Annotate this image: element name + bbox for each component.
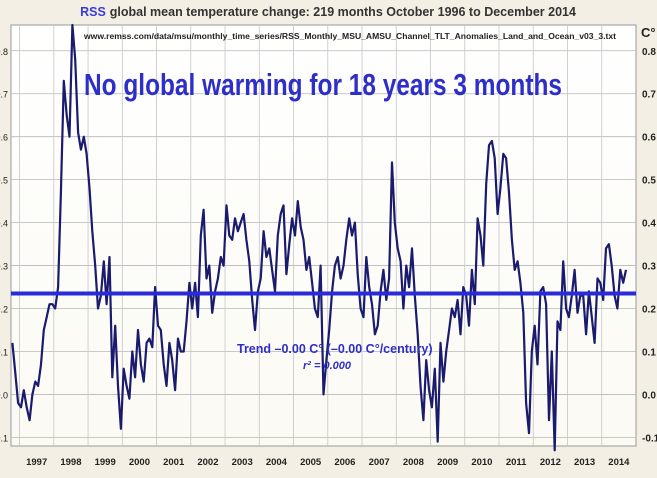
- y-tick-label-left: 0.8: [0, 47, 8, 57]
- trend-label: Trend –0.00 C° (–0.00 C°/century): [237, 342, 433, 356]
- y-tick-label-right: 0.6: [642, 133, 656, 144]
- source-url: www.remss.com/data/msu/monthly_time_seri…: [83, 31, 616, 41]
- series-line: [11, 23, 628, 452]
- y-tick-label-left: -0.1: [0, 433, 8, 443]
- x-tick-label: 2001: [163, 457, 185, 468]
- x-tick-label: 2004: [266, 457, 288, 468]
- x-tick-label: 2003: [232, 457, 253, 468]
- y-tick-label-left: 0.0: [0, 390, 8, 400]
- series-layer: [11, 23, 628, 452]
- y-tick-label-right: 0.8: [642, 47, 656, 58]
- x-tick-label: 2000: [129, 457, 150, 468]
- y-tick-label-left: 0.1: [0, 347, 8, 357]
- x-tick-label: 2012: [540, 457, 561, 468]
- chart-title: RSS global mean temperature change: 219 m…: [80, 5, 576, 19]
- x-tick-label: 2010: [471, 457, 492, 468]
- axis-ticks: -0.1 -0.1 0.0 0.0 0.1 0.1 0.2 0.2 0.3 0.3 0.4 0.4 0.…: [0, 47, 657, 468]
- y-tick-label-right: -0.1: [642, 433, 657, 444]
- y-tick-label-left: 0.7: [0, 90, 8, 100]
- y-tick-label-right: 0.3: [642, 262, 656, 273]
- y-tick-label-right: 0.2: [642, 305, 656, 316]
- y-tick-label-left: 0.2: [0, 305, 8, 315]
- y-tick-label-right: 0.5: [642, 176, 656, 187]
- chart-title-rest: global mean temperature change: 219 mont…: [110, 5, 576, 19]
- y-unit-right: C°: [641, 25, 656, 40]
- x-tick-label: 2002: [197, 457, 218, 468]
- headline: No global warming for 18 years 3 months: [84, 67, 562, 102]
- x-tick-label: 2005: [300, 457, 322, 468]
- y-tick-label-right: 0.1: [642, 347, 656, 358]
- x-tick-label: 1998: [60, 457, 81, 468]
- r-squared-label: r² = 0.000: [303, 360, 352, 372]
- y-tick-label-right: 0.7: [642, 90, 656, 101]
- x-tick-label: 2009: [437, 457, 458, 468]
- x-tick-label: 1997: [26, 457, 47, 468]
- x-tick-label: 2007: [369, 457, 390, 468]
- grid: [11, 25, 636, 446]
- x-tick-label: 2014: [608, 457, 630, 468]
- x-tick-label: 2006: [334, 457, 355, 468]
- y-tick-label-left: 0.6: [0, 133, 8, 143]
- x-tick-label: 1999: [95, 457, 116, 468]
- chart-title-rss: RSS: [80, 5, 106, 19]
- x-tick-label: 2011: [506, 457, 527, 468]
- y-tick-label-left: 0.5: [0, 176, 8, 186]
- y-tick-label-right: 0.4: [642, 219, 656, 230]
- x-tick-label: 2008: [403, 457, 424, 468]
- y-tick-label-right: 0.0: [642, 390, 656, 401]
- x-tick-label: 2013: [574, 457, 595, 468]
- y-tick-label-left: 0.4: [0, 219, 8, 229]
- y-tick-label-left: 0.3: [0, 262, 8, 272]
